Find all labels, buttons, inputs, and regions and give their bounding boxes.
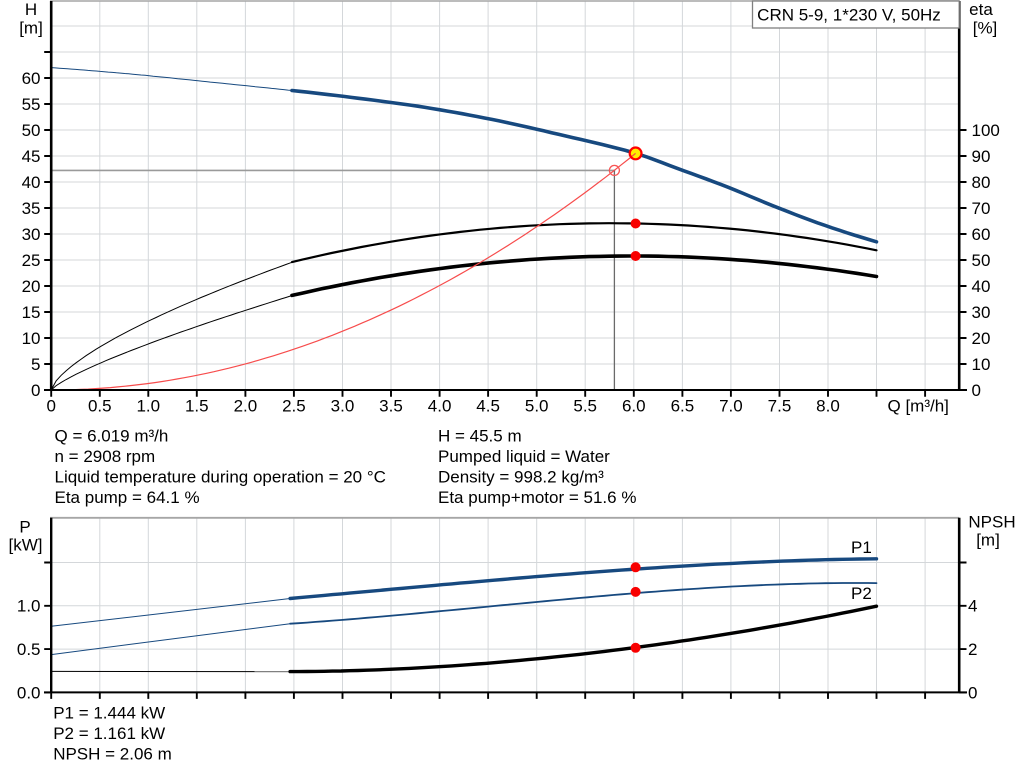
svg-text:30: 30 bbox=[972, 303, 991, 322]
svg-text:0.5: 0.5 bbox=[88, 397, 112, 416]
svg-text:70: 70 bbox=[972, 199, 991, 218]
svg-text:90: 90 bbox=[972, 147, 991, 166]
svg-text:Liquid temperature during oper: Liquid temperature during operation = 20… bbox=[55, 468, 386, 487]
svg-text:45: 45 bbox=[22, 147, 41, 166]
svg-text:4.5: 4.5 bbox=[476, 397, 500, 416]
svg-text:3.0: 3.0 bbox=[331, 397, 355, 416]
svg-text:Density = 998.2 kg/m³: Density = 998.2 kg/m³ bbox=[438, 468, 604, 487]
svg-text:Q = 6.019 m³/h: Q = 6.019 m³/h bbox=[55, 427, 169, 446]
svg-text:35: 35 bbox=[22, 199, 41, 218]
svg-text:7.5: 7.5 bbox=[768, 397, 792, 416]
svg-text:0: 0 bbox=[972, 381, 981, 400]
svg-text:4.0: 4.0 bbox=[428, 397, 452, 416]
svg-text:20: 20 bbox=[22, 277, 41, 296]
svg-text:P1: P1 bbox=[851, 538, 872, 557]
svg-text:Eta pump+motor = 51.6 %: Eta pump+motor = 51.6 % bbox=[438, 488, 636, 507]
svg-text:P1 = 1.444 kW: P1 = 1.444 kW bbox=[53, 704, 165, 723]
svg-text:8.0: 8.0 bbox=[816, 397, 840, 416]
svg-text:H: H bbox=[25, 0, 37, 19]
svg-text:25: 25 bbox=[22, 251, 41, 270]
svg-text:P2: P2 bbox=[851, 584, 872, 603]
svg-text:NPSH = 2.06 m: NPSH = 2.06 m bbox=[53, 744, 172, 763]
svg-text:30: 30 bbox=[22, 225, 41, 244]
svg-text:50: 50 bbox=[972, 251, 991, 270]
svg-text:50: 50 bbox=[22, 121, 41, 140]
svg-text:10: 10 bbox=[22, 329, 41, 348]
svg-text:[m]: [m] bbox=[19, 19, 43, 38]
svg-text:40: 40 bbox=[972, 277, 991, 296]
svg-text:2.5: 2.5 bbox=[282, 397, 306, 416]
svg-text:6.0: 6.0 bbox=[622, 397, 646, 416]
svg-text:2.0: 2.0 bbox=[234, 397, 258, 416]
svg-text:n = 2908 rpm: n = 2908 rpm bbox=[55, 447, 156, 466]
svg-text:[kW]: [kW] bbox=[9, 536, 43, 555]
svg-text:2: 2 bbox=[968, 640, 977, 659]
svg-text:0: 0 bbox=[46, 397, 55, 416]
svg-text:NPSH: NPSH bbox=[968, 512, 1015, 531]
svg-text:60: 60 bbox=[22, 69, 41, 88]
svg-text:0: 0 bbox=[31, 381, 40, 400]
svg-text:[%]: [%] bbox=[973, 19, 998, 38]
svg-text:eta: eta bbox=[969, 0, 993, 19]
svg-text:1.5: 1.5 bbox=[185, 397, 209, 416]
svg-text:P2 = 1.161 kW: P2 = 1.161 kW bbox=[53, 724, 165, 743]
svg-text:100: 100 bbox=[972, 121, 1000, 140]
svg-text:P: P bbox=[19, 517, 30, 536]
svg-text:55: 55 bbox=[22, 95, 41, 114]
svg-text:10: 10 bbox=[972, 355, 991, 374]
svg-text:1.0: 1.0 bbox=[17, 597, 41, 616]
svg-text:Eta pump = 64.1 %: Eta pump = 64.1 % bbox=[55, 488, 200, 507]
svg-text:Q [m³/h]: Q [m³/h] bbox=[888, 397, 949, 416]
svg-text:CRN 5-9, 1*230 V, 50Hz: CRN 5-9, 1*230 V, 50Hz bbox=[757, 5, 941, 24]
svg-text:60: 60 bbox=[972, 225, 991, 244]
svg-text:4: 4 bbox=[968, 597, 977, 616]
svg-text:0.5: 0.5 bbox=[17, 640, 41, 659]
svg-text:0.0: 0.0 bbox=[17, 683, 41, 702]
svg-text:80: 80 bbox=[972, 173, 991, 192]
svg-text:7.0: 7.0 bbox=[719, 397, 743, 416]
svg-text:1.0: 1.0 bbox=[136, 397, 160, 416]
svg-text:20: 20 bbox=[972, 329, 991, 348]
svg-text:Pumped liquid = Water: Pumped liquid = Water bbox=[438, 447, 610, 466]
svg-text:40: 40 bbox=[22, 173, 41, 192]
svg-text:6.5: 6.5 bbox=[671, 397, 695, 416]
svg-text:0: 0 bbox=[968, 683, 977, 702]
svg-text:3.5: 3.5 bbox=[379, 397, 403, 416]
svg-text:5.5: 5.5 bbox=[573, 397, 597, 416]
svg-text:15: 15 bbox=[22, 303, 41, 322]
svg-text:H = 45.5 m: H = 45.5 m bbox=[438, 427, 522, 446]
svg-text:5.0: 5.0 bbox=[525, 397, 549, 416]
svg-text:5: 5 bbox=[31, 355, 40, 374]
svg-text:[m]: [m] bbox=[976, 531, 1000, 550]
